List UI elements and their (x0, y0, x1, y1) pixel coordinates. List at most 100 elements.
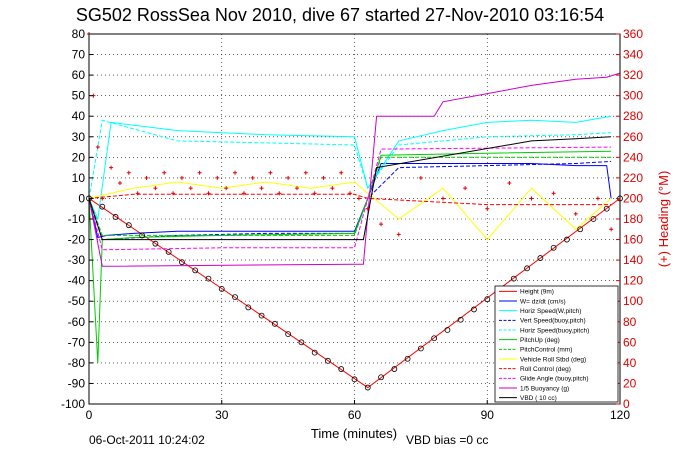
legend-entry: Horiz Speed(W,pitch) (520, 308, 581, 315)
y-tick-label: -70 (68, 335, 86, 349)
heading-point (233, 170, 238, 175)
footer-timestamp: 06-Oct-2011 10:24:02 (89, 433, 205, 447)
profile-marker (205, 275, 212, 282)
heading-point (379, 222, 384, 227)
y-tick-label: 50 (72, 89, 86, 103)
heading-point (268, 170, 273, 175)
heading-point (573, 211, 578, 216)
y-right-tick-label: 300 (623, 89, 643, 103)
heading-point (365, 206, 370, 211)
legend-entry: Roll Control (deg) (520, 366, 571, 373)
profile-marker (258, 312, 265, 319)
profile-marker (245, 304, 252, 311)
y-tick-label: 60 (72, 68, 86, 82)
profile-marker (152, 240, 159, 247)
series-line-10 (88, 72, 621, 267)
grid-lines (89, 34, 620, 404)
profile-marker (457, 316, 464, 323)
heading-point (206, 191, 211, 196)
heading-point (463, 186, 468, 191)
y-tick-label: 70 (72, 48, 86, 62)
y-right-tick-label: 200 (623, 191, 643, 205)
profile-marker (590, 216, 597, 222)
y-right-tick-label: 100 (623, 294, 643, 308)
y-right-tick-label: 20 (623, 376, 637, 390)
series-line-11 (88, 136, 612, 241)
heading-point (312, 191, 317, 196)
heading-point (595, 196, 600, 201)
heading-point (330, 186, 335, 191)
profile-marker (311, 349, 318, 356)
heading-point (356, 196, 361, 201)
series-line-7 (88, 181, 612, 241)
heading-point (551, 191, 556, 196)
heading-point (188, 186, 193, 191)
x-axis-ticks: 0 30 60 90 120 (86, 400, 630, 422)
heading-point (117, 181, 122, 186)
heading-point (179, 175, 184, 180)
heading-point (197, 170, 202, 175)
heading-point (348, 191, 353, 196)
profile-marker (510, 275, 517, 282)
y-axis-right-label: (+) Heading (°M) (656, 171, 671, 268)
y-axis-ticks: 80 70 60 50 40 30 20 10 0 -10 -20 -30 -40 -50 -60 -70 -8… (61, 27, 93, 411)
y-right-tick-label: 120 (623, 274, 643, 288)
y-right-tick-label: 140 (623, 253, 643, 267)
heading-point (294, 186, 299, 191)
y-tick-label: -90 (68, 376, 86, 390)
y-tick-label: -50 (68, 294, 86, 308)
profile-marker (125, 222, 132, 229)
heading-point (126, 170, 131, 175)
profile-marker (550, 244, 557, 251)
x-tick-label: 120 (610, 408, 630, 422)
heading-point (241, 191, 246, 196)
heading-point (303, 170, 308, 175)
chart-title: SG502 RossSea Nov 2010, dive 67 started … (76, 5, 604, 25)
legend-entry: PitchControl (mm) (520, 347, 572, 354)
profile-marker (471, 306, 477, 313)
profile-marker (364, 384, 371, 391)
profile-marker (139, 232, 146, 239)
heading-point (507, 181, 512, 186)
series-line-0 (88, 197, 621, 389)
profile-marker (232, 294, 238, 301)
y-right-tick-label: 160 (623, 233, 643, 247)
heading-point (250, 175, 255, 180)
heading-point (153, 186, 158, 191)
y-tick-label: -80 (68, 356, 86, 370)
heading-point (609, 227, 614, 232)
heading-point (396, 232, 401, 237)
profile-marker (165, 248, 172, 255)
profile-marker (192, 267, 199, 274)
series-line-4 (88, 119, 612, 199)
heading-point (100, 196, 105, 201)
y-tick-label: -20 (68, 233, 86, 247)
y-right-tick-label: 60 (623, 335, 637, 349)
profile-marker (218, 285, 225, 292)
legend-entry: VBD ( 10 cc) (520, 395, 557, 402)
profile-marker (564, 236, 570, 243)
x-axis-label: Time (minutes) (311, 426, 397, 441)
legend: Height (9m) W= dz/dt (cm/s) Horiz Speed(W,… (494, 285, 619, 403)
heading-point (485, 206, 490, 211)
series-line-8 (88, 193, 612, 206)
heading-point (215, 175, 220, 180)
profile-marker (524, 265, 530, 272)
y-tick-label: -30 (68, 253, 86, 267)
profile-marker (417, 345, 424, 352)
series-line-6 (88, 156, 612, 236)
profile-marker (285, 331, 292, 338)
legend-entry: W= dz/dt (cm/s) (520, 298, 566, 305)
legend-entry: Horiz Speed(buoy,pitch) (520, 327, 589, 334)
profile-marker (444, 327, 451, 333)
profile-marker (391, 366, 398, 372)
y-right-tick-label: 180 (623, 212, 643, 226)
y-right-tick-label: 80 (623, 315, 637, 329)
x-tick-label: 90 (481, 408, 495, 422)
heading-point (529, 196, 534, 201)
y-right-tick-label: 40 (623, 356, 637, 370)
legend-entry: Vehicle Roll Stbd (deg) (520, 356, 586, 363)
profile-marker (431, 335, 438, 342)
x-tick-label: 0 (86, 408, 93, 422)
profile-marker (404, 355, 411, 362)
